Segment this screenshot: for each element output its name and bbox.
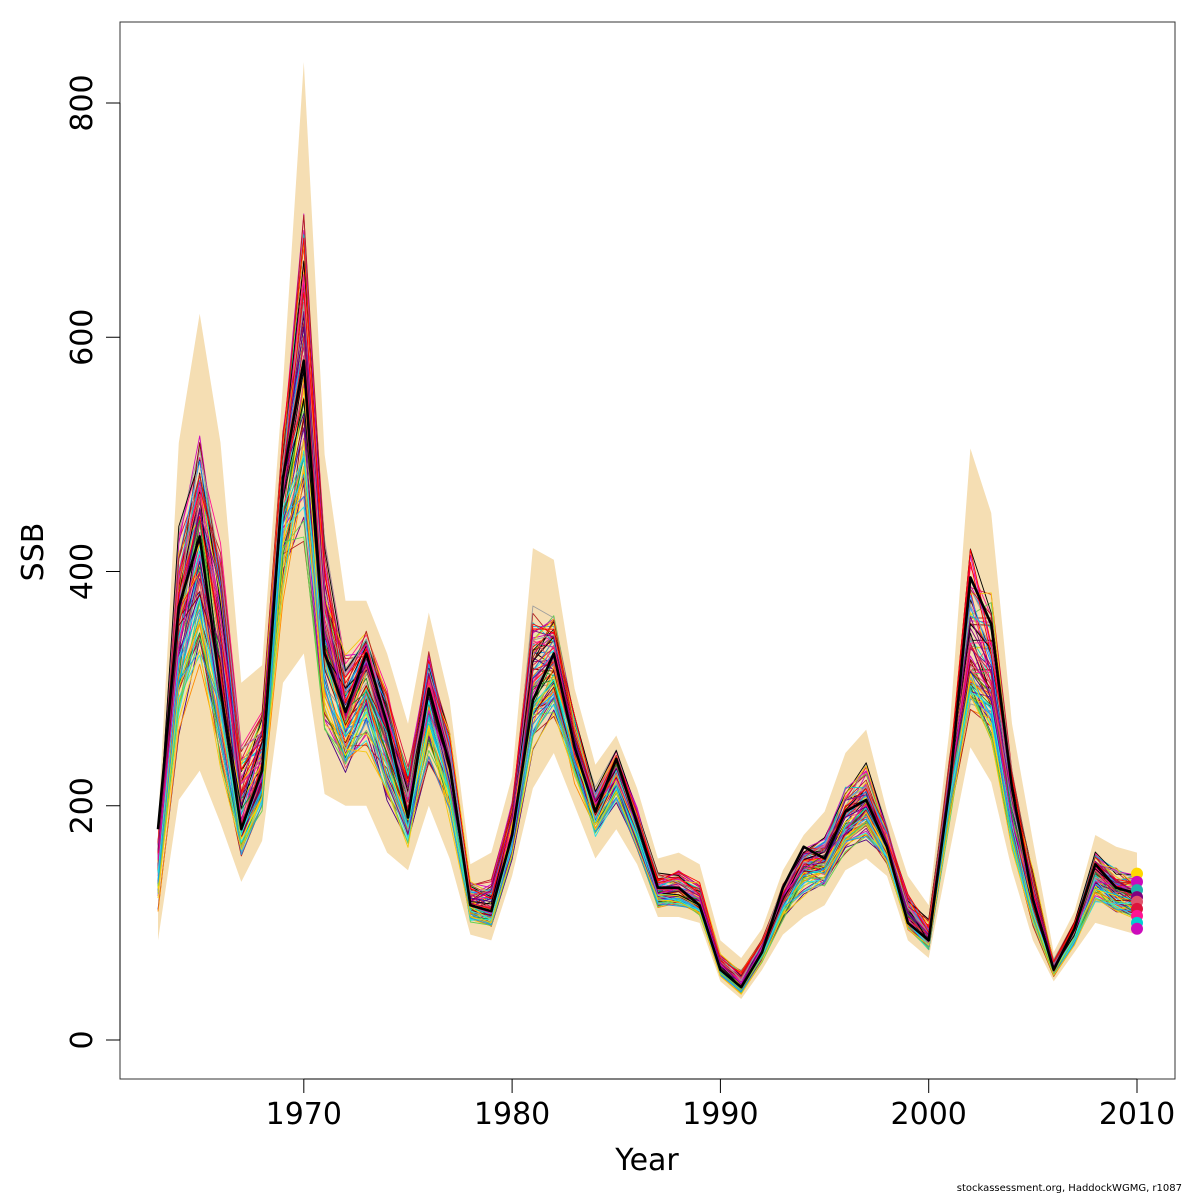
source-credit: stockassessment.org, HaddockWGMG, r1087 [956, 1183, 1182, 1194]
x-tick-label: 1990 [682, 1097, 758, 1132]
replicate-line [157, 455, 1138, 989]
x-tick-label: 1970 [266, 1097, 342, 1132]
end-points-layer [1131, 867, 1143, 935]
replicate-line [157, 308, 1138, 981]
replicate-line [157, 291, 1138, 975]
replicate-line [157, 427, 1138, 991]
end-point [1131, 867, 1143, 880]
x-tick-label: 2010 [1099, 1097, 1175, 1132]
end-point [1131, 875, 1143, 888]
replicate-lines-layer [157, 213, 1138, 995]
y-tick-label: 200 [65, 777, 100, 834]
replicate-line [157, 474, 1138, 993]
highlight-line-layer [156, 359, 1138, 989]
x-tick-label: 1980 [474, 1097, 550, 1132]
y-axis-title: SSB [16, 523, 51, 582]
highlight-line [156, 359, 1138, 989]
x-tick-label: 2000 [891, 1097, 967, 1132]
x-axis: 1970 1980 1990 2000 2010 [266, 1078, 1175, 1132]
y-tick-label: 0 [65, 1030, 100, 1049]
y-tick-label: 600 [65, 309, 100, 366]
y-axis: 0 200 400 600 800 [65, 74, 121, 1050]
y-tick-label: 800 [65, 74, 100, 131]
x-axis-title: Year [614, 1143, 679, 1178]
y-tick-label: 400 [65, 543, 100, 600]
replicate-line [157, 465, 1138, 995]
end-point [1131, 922, 1143, 935]
